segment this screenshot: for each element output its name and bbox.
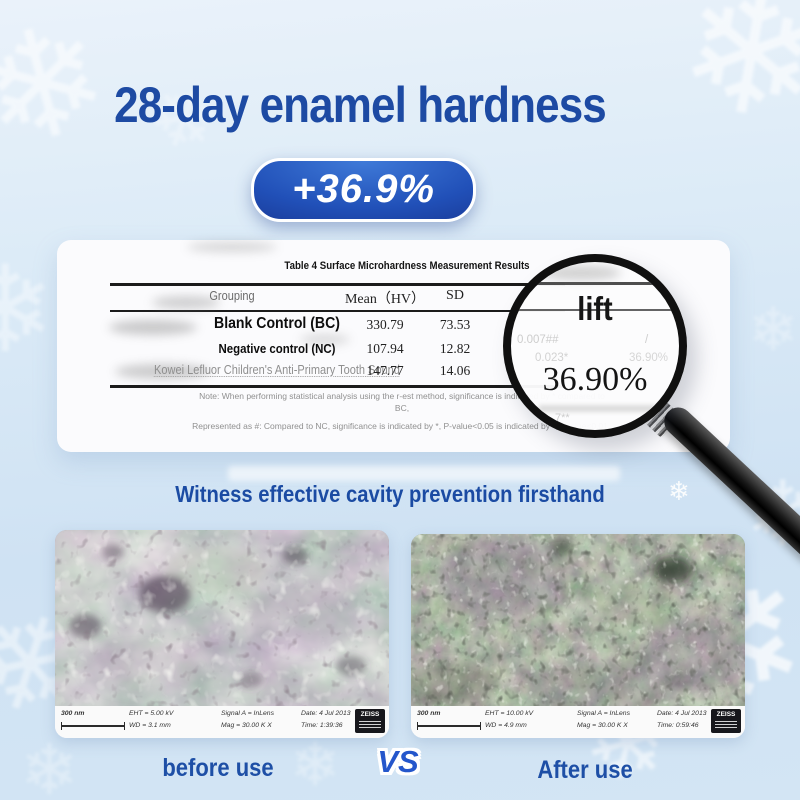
artifact-smudge	[109, 320, 197, 335]
ghost-stat: 36.90%	[629, 352, 669, 364]
meta-signal: Signal A = InLens	[577, 710, 630, 717]
before-label: before use	[162, 754, 274, 782]
magnified-rule	[511, 309, 679, 311]
lift-headline: lift	[577, 290, 613, 327]
magnified-rule	[511, 282, 679, 285]
table-rule-top	[110, 283, 565, 286]
scale-bar-line	[418, 725, 480, 727]
scale-bar	[61, 722, 125, 730]
row-sd: 14.06	[439, 363, 471, 378]
scale-bar	[417, 722, 481, 730]
meta-date: Date: 4 Jul 2013	[657, 710, 707, 717]
ghost-stat: 0.007##	[517, 334, 559, 346]
watermark-ghost	[228, 466, 620, 481]
meta-signal: Signal A = InLens	[221, 710, 274, 717]
ghost-bar	[539, 405, 657, 412]
snowflake-icon: ❄	[290, 731, 341, 798]
table-title: Table 4 Surface Microhardness Measuremen…	[284, 260, 530, 272]
sem-texture	[55, 530, 389, 706]
vs-label: VS	[377, 744, 419, 779]
zeiss-logo-lines	[715, 720, 737, 728]
zeiss-logo: ZEISS	[711, 709, 741, 733]
zeiss-logo-text: ZEISS	[360, 711, 380, 718]
snowflake-icon: ❄	[0, 243, 56, 377]
table-note: Note: When performing statistical analys…	[199, 391, 605, 401]
table-note: BC,	[394, 403, 410, 413]
artifact-smudge	[300, 334, 350, 345]
zeiss-logo: ZEISS	[355, 709, 385, 733]
row-sd: 73.53	[439, 317, 471, 332]
row-mean: 107.94	[366, 341, 404, 356]
meta-mag: Mag = 30.00 K X	[221, 722, 272, 729]
snowflake-icon: ❄	[20, 731, 79, 800]
ghost-stat: 0.023*	[535, 352, 569, 364]
sem-image-after: 300 nm EHT = 10.00 kV WD = 4.9 mm Signal…	[411, 534, 745, 738]
meta-eht-wd: EHT = 5.00 kV WD = 3.1 mm	[129, 708, 173, 732]
sem-metadata-bar: 300 nm EHT = 10.00 kV WD = 4.9 mm Signal…	[411, 706, 745, 738]
scale-label: 300 nm	[417, 710, 441, 717]
ghost-stat: /	[645, 334, 649, 346]
lens-content: lift 0.007## / 0.023* 36.90% 36.90% 7**	[511, 262, 679, 430]
row-label: Blank Control (BC)	[214, 315, 340, 332]
snowflake-icon: ❄	[668, 476, 690, 506]
meta-date: Date: 4 Jul 2013	[301, 710, 351, 717]
row-sd: 12.82	[439, 341, 471, 356]
ghost-stat: 7**	[555, 412, 570, 424]
lift-value: 36.90%	[542, 361, 648, 398]
snowflake-icon: ❄	[664, 0, 800, 161]
after-label: After use	[537, 756, 633, 784]
artifact-smudge	[541, 266, 621, 280]
row-mean: 147.77	[366, 363, 404, 378]
row-mean: 330.79	[366, 317, 404, 332]
meta-eht-wd: EHT = 10.00 kV WD = 4.9 mm	[485, 708, 533, 732]
meta-time: Time: 1:39:36	[301, 722, 343, 729]
magnifier-lens: lift 0.007## / 0.023* 36.90% 36.90% 7**	[503, 254, 687, 438]
snowflake-icon: ❄	[748, 296, 799, 363]
percentage-badge: +36.9%	[251, 158, 476, 222]
column-header-mean: Mean（HV）	[344, 292, 426, 307]
meta-date-time: Date: 4 Jul 2013 Time: 1:39:36	[301, 708, 351, 732]
column-header-sd: SD	[446, 288, 464, 303]
page-title: 28-day enamel hardness	[114, 77, 607, 133]
meta-signal-mag: Signal A = InLens Mag = 30.00 K X	[221, 708, 274, 732]
meta-eht: EHT = 5.00 kV	[129, 710, 174, 717]
artifact-smudge	[115, 364, 210, 379]
sem-texture	[411, 534, 745, 706]
table-note: Represented as #: Compared to NC, signif…	[192, 421, 608, 431]
scale-bar-line	[62, 725, 124, 727]
sem-image-before: 300 nm EHT = 5.00 kV WD = 3.1 mm Signal …	[55, 530, 389, 738]
meta-wd: WD = 4.9 mm	[485, 722, 527, 729]
table-rule-mid	[110, 310, 565, 312]
sem-metadata-bar: 300 nm EHT = 5.00 kV WD = 3.1 mm Signal …	[55, 706, 389, 738]
zeiss-logo-text: ZEISS	[716, 711, 736, 718]
zeiss-logo-lines	[359, 720, 381, 728]
meta-time: Time: 0:59:46	[657, 722, 699, 729]
artifact-smudge	[187, 242, 277, 252]
column-header-grouping: Grouping	[209, 289, 255, 303]
artifact-smudge	[152, 296, 220, 309]
row-label: Negative control (NC)	[218, 341, 336, 356]
meta-signal-mag: Signal A = InLens Mag = 30.00 K X	[577, 708, 630, 732]
meta-date-time: Date: 4 Jul 2013 Time: 0:59:46	[657, 708, 707, 732]
row-label: Kowei Lefluor Children's Anti-Primary To…	[154, 363, 400, 377]
table-rule-bottom	[110, 385, 565, 388]
meta-wd: WD = 3.1 mm	[129, 722, 171, 729]
subheading: Witness effective cavity prevention firs…	[175, 481, 605, 507]
meta-mag: Mag = 30.00 K X	[577, 722, 628, 729]
scale-label: 300 nm	[61, 710, 85, 717]
meta-eht: EHT = 10.00 kV	[485, 710, 534, 717]
